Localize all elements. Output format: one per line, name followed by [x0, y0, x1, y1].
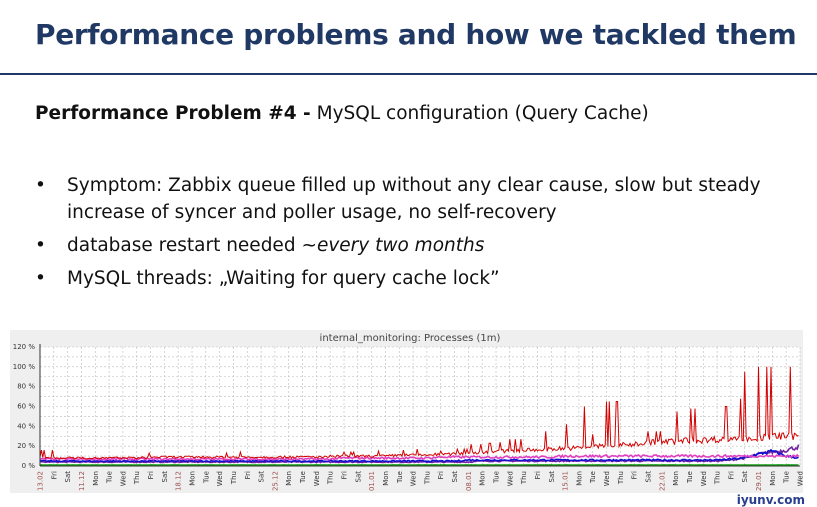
x-tick-label: Thu	[520, 471, 528, 485]
bullet-italic: ~every two months	[301, 235, 485, 256]
bullet-text: Symptom: Zabbix queue filled up without …	[67, 175, 761, 223]
bullet-text: MySQL threads: „Waiting for query cache …	[67, 268, 500, 289]
x-tick-label: Mon	[189, 471, 197, 486]
x-tick-label: Sat	[258, 471, 266, 483]
x-tick-label: Sat	[645, 471, 653, 483]
x-tick-label: Wed	[313, 471, 321, 486]
x-tick-label: Mon	[92, 471, 100, 486]
x-tick-label: 25.12	[271, 471, 279, 491]
x-tick-label: Sat	[741, 471, 749, 483]
subtitle-text: MySQL configuration (Query Cache)	[310, 103, 649, 124]
y-tick-label: 80 %	[17, 383, 35, 391]
x-tick-label: Sat	[451, 471, 459, 483]
x-tick-label: Tue	[493, 471, 501, 484]
slide-subtitle: Performance Problem #4 - MySQL configura…	[35, 103, 649, 124]
x-tick-label: Mon	[382, 471, 390, 486]
series-line	[39, 448, 799, 463]
x-tick-label: Wed	[700, 471, 708, 486]
series-line	[39, 366, 799, 460]
x-tick-label: 15.01	[562, 471, 570, 491]
x-tick-label: Wed	[216, 471, 224, 486]
bullet-item: MySQL threads: „Waiting for query cache …	[35, 265, 805, 292]
x-tick-label: 13.02	[37, 471, 45, 491]
chart-svg: 13.02 Fri Sat 11.12 Mon Tue Wed Thu Fri Sat 18.12 M…	[13, 333, 804, 491]
bullet-item: database restart needed ~every two month…	[35, 232, 805, 259]
x-tick-label: Fri	[727, 471, 735, 479]
x-tick-label: Wed	[410, 471, 418, 486]
x-tick-label: Wed	[506, 471, 514, 486]
x-tick-label: Wed	[603, 471, 611, 486]
y-tick-label: 40 %	[17, 422, 35, 430]
x-tick-label: 29.01	[755, 471, 763, 491]
x-tick-label: Mon	[575, 471, 583, 486]
title-divider	[0, 73, 817, 75]
y-tick-label: 120 %	[13, 343, 36, 351]
series-line	[39, 453, 800, 462]
y-tick-label: 20 %	[17, 442, 35, 450]
x-tick-label: Thu	[133, 471, 141, 485]
chart-title: internal_monitoring: Processes (1m)	[320, 333, 501, 344]
bullet-list: Symptom: Zabbix queue filled up without …	[35, 172, 805, 298]
x-tick-label: Mon	[769, 471, 777, 486]
x-tick-label: Thu	[423, 471, 431, 485]
x-tick-label: Mon	[285, 471, 293, 486]
x-tick-label: Thu	[617, 471, 625, 485]
x-tick-label: Sat	[161, 471, 169, 483]
y-tick-label: 0 %	[22, 462, 36, 470]
x-tick-label: Tue	[396, 471, 404, 484]
x-tick-label: Wed	[797, 471, 804, 486]
x-tick-label: Fri	[244, 471, 252, 479]
y-tick-label: 100 %	[13, 363, 36, 371]
x-tick-label: Fri	[437, 471, 445, 479]
x-tick-label: 11.12	[78, 471, 86, 491]
bullet-item: Symptom: Zabbix queue filled up without …	[35, 172, 805, 226]
x-tick-label: Mon	[479, 471, 487, 486]
x-tick-label: Tue	[106, 471, 114, 484]
subtitle-bold: Performance Problem #4 -	[35, 103, 311, 124]
x-tick-label: Thu	[230, 471, 238, 485]
x-tick-label: 22.01	[658, 471, 666, 491]
x-tick-label: Thu	[327, 471, 335, 485]
x-tick-label: Fri	[50, 471, 58, 479]
x-tick-label: Sat	[354, 471, 362, 483]
x-tick-label: Tue	[783, 471, 791, 484]
bullet-text: database restart needed	[67, 235, 302, 256]
x-tick-label: Tue	[299, 471, 307, 484]
x-tick-label: Tue	[686, 471, 694, 484]
watermark: iyunv.com	[736, 493, 805, 507]
series-line	[39, 444, 800, 464]
x-tick-label: 08.01	[465, 471, 473, 491]
x-tick-label: Sat	[64, 471, 72, 483]
x-tick-label: Wed	[119, 471, 127, 486]
x-tick-label: Tue	[202, 471, 210, 484]
x-tick-label: 01.01	[368, 471, 376, 491]
x-tick-label: Tue	[589, 471, 597, 484]
x-tick-label: Fri	[147, 471, 155, 479]
x-tick-label: 18.12	[175, 471, 183, 491]
processes-chart: 13.02 Fri Sat 11.12 Mon Tue Wed Thu Fri Sat 18.12 M…	[10, 330, 803, 493]
x-tick-label: Fri	[534, 471, 542, 479]
x-tick-label: Thu	[714, 471, 722, 485]
y-tick-label: 60 %	[17, 403, 35, 411]
x-tick-label: Sat	[548, 471, 556, 483]
x-tick-label: Fri	[341, 471, 349, 479]
x-tick-label: Mon	[672, 471, 680, 486]
slide-title: Performance problems and how we tackled …	[35, 18, 797, 51]
x-tick-label: Fri	[631, 471, 639, 479]
